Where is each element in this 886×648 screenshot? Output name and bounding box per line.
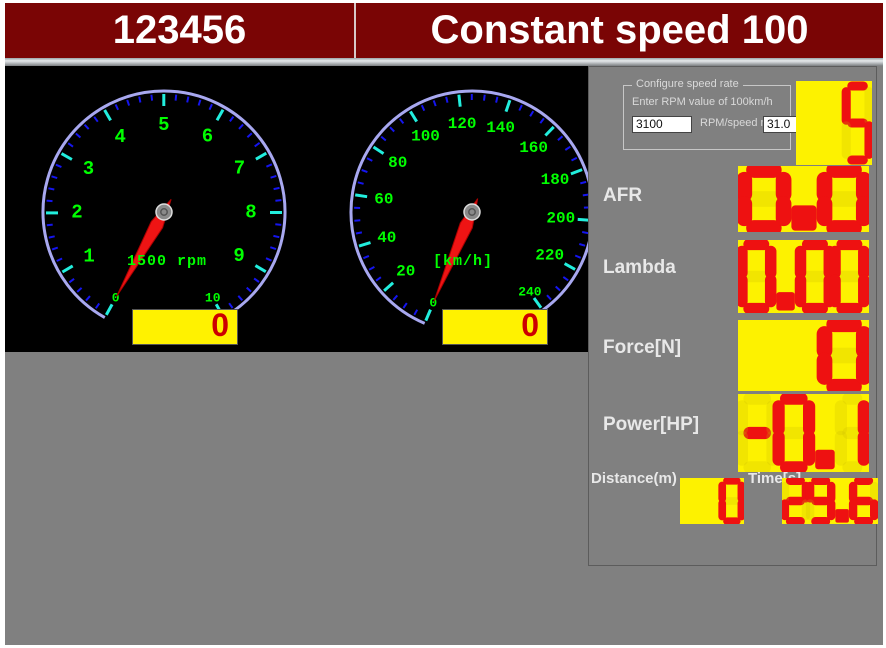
svg-text:180: 180 (541, 171, 570, 189)
svg-text:10: 10 (205, 291, 221, 306)
svg-text:60: 60 (374, 190, 393, 208)
svg-text:200: 200 (546, 209, 575, 227)
svg-text:160: 160 (519, 139, 548, 157)
svg-text:8: 8 (245, 201, 256, 223)
svg-text:240: 240 (518, 285, 542, 300)
svg-text:100: 100 (411, 127, 440, 145)
svg-text:220: 220 (535, 247, 564, 265)
svg-text:1: 1 (83, 245, 94, 267)
svg-text:9: 9 (233, 245, 244, 267)
svg-text:20: 20 (396, 263, 415, 281)
svg-text:4: 4 (114, 126, 125, 148)
svg-text:140: 140 (486, 119, 515, 137)
svg-text:3: 3 (83, 158, 94, 180)
svg-text:80: 80 (388, 154, 407, 172)
svg-text:5: 5 (158, 114, 169, 136)
svg-text:6: 6 (202, 126, 213, 148)
svg-text:2: 2 (71, 202, 82, 224)
svg-text:120: 120 (448, 115, 477, 133)
svg-text:40: 40 (377, 229, 396, 247)
svg-text:7: 7 (234, 158, 245, 180)
